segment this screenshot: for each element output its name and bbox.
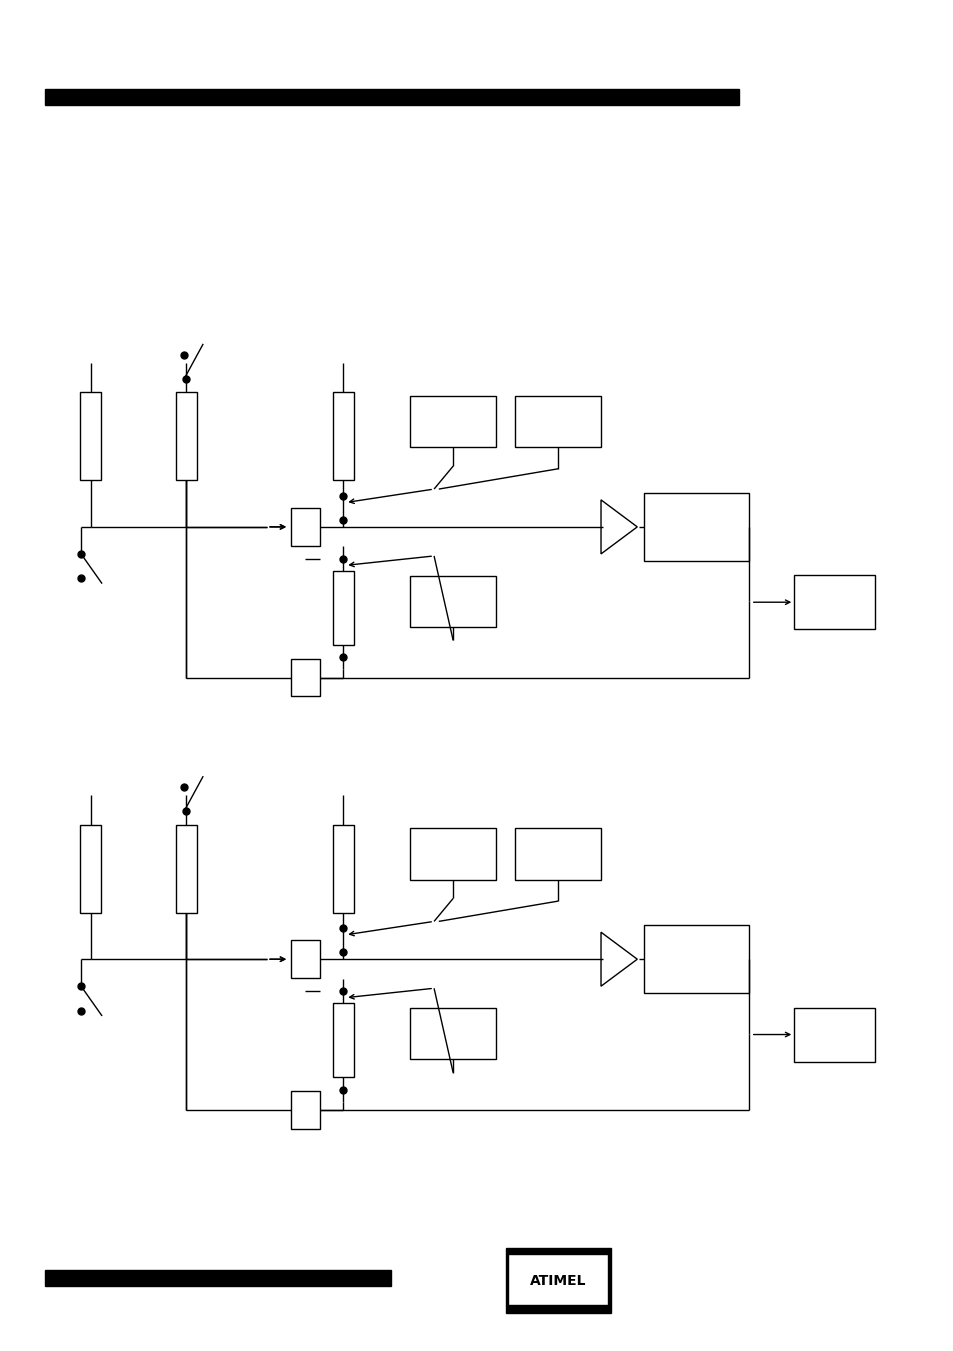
Bar [291, 508, 319, 546]
Bar [45, 89, 739, 105]
Bar [80, 824, 101, 913]
Bar [175, 824, 196, 913]
Bar [505, 1248, 610, 1313]
Bar [45, 1270, 391, 1286]
Bar [175, 392, 196, 480]
Bar [515, 396, 600, 447]
Bar [80, 392, 101, 480]
Bar [291, 1092, 319, 1129]
Bar [333, 392, 354, 480]
Bar [410, 1008, 496, 1059]
Bar [793, 1008, 874, 1062]
Bar [515, 828, 600, 880]
Bar [410, 828, 496, 880]
Bar [333, 824, 354, 913]
Bar [643, 925, 748, 993]
Bar [291, 940, 319, 978]
Bar [291, 659, 319, 697]
Bar [410, 576, 496, 627]
Bar [508, 1254, 607, 1305]
Bar [333, 1002, 354, 1078]
Bar [793, 576, 874, 630]
Bar [410, 396, 496, 447]
Bar [643, 493, 748, 561]
Bar [333, 570, 354, 644]
Text: ATIMEL: ATIMEL [529, 1274, 586, 1288]
